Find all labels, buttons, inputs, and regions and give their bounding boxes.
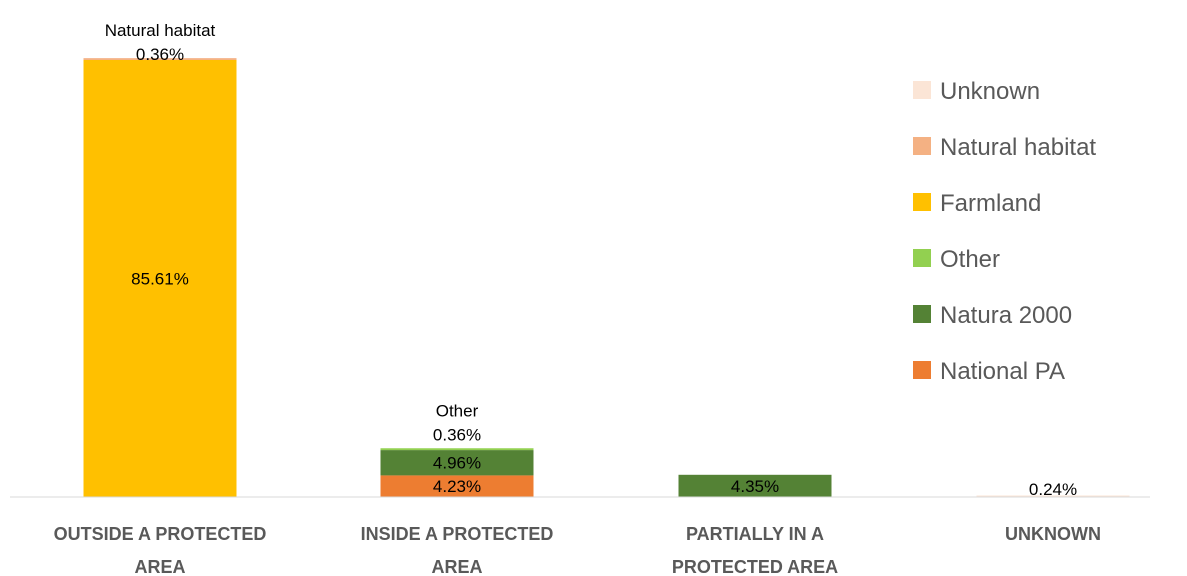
bar-national-pa-2 xyxy=(380,475,534,497)
data-label-natural-habitat-1-line1: Natural habitat xyxy=(105,21,216,40)
data-label-natura-2000-3: 4.35% xyxy=(731,477,779,496)
legend-label-natural-habitat: Natural habitat xyxy=(940,134,1096,161)
legend-swatch-farmland xyxy=(913,193,931,211)
data-label-other-2-line2: 0.36% xyxy=(433,425,481,444)
category-label-3-line1: PARTIALLY IN A xyxy=(686,524,824,544)
data-label-natural-habitat-1-line2: 0.36% xyxy=(136,45,184,64)
legend-swatch-natural-habitat xyxy=(913,137,931,155)
bar-unknown-4 xyxy=(976,495,1130,497)
data-label-natura-2000-2: 4.96% xyxy=(433,454,481,473)
data-labels-layer: 85.61% Natural habitat 0.36% 4.23% 4.96% Othe… xyxy=(105,21,1077,499)
legend-swatch-national-pa xyxy=(913,361,931,379)
data-label-national-pa-2: 4.23% xyxy=(433,477,481,496)
legend-label-natura-2000: Natura 2000 xyxy=(940,302,1072,329)
bar-natura-2000-3 xyxy=(678,474,832,497)
legend-label-other: Other xyxy=(940,246,1000,273)
category-label-2-line1: INSIDE A PROTECTED xyxy=(361,524,554,544)
category-label-4-line1: UNKNOWN xyxy=(1005,524,1101,544)
data-label-farmland-1: 85.61% xyxy=(131,269,189,288)
data-label-unknown-4: 0.24% xyxy=(1029,480,1077,499)
legend-label-national-pa: National PA xyxy=(940,358,1065,385)
bar-natura-2000-2 xyxy=(380,450,534,476)
category-label-1-line2: AREA xyxy=(134,557,185,576)
category-labels-layer: OUTSIDE A PROTECTED AREA INSIDE A PROTECTE… xyxy=(54,524,1101,576)
legend-label-unknown: Unknown xyxy=(940,78,1040,105)
legend-swatch-other xyxy=(913,249,931,267)
legend-label-farmland: Farmland xyxy=(940,190,1041,217)
data-label-other-2-line1: Other xyxy=(436,401,479,420)
category-label-3-line2: PROTECTED AREA xyxy=(672,557,838,576)
legend: Unknown Natural habitat Farmland Other Natur… xyxy=(913,78,1096,385)
bar-other-2 xyxy=(380,448,534,451)
category-label-1-line1: OUTSIDE A PROTECTED xyxy=(54,524,267,544)
category-label-2-line2: AREA xyxy=(431,557,482,576)
bar-natural-habitat-1 xyxy=(83,58,237,60)
bar-farmland-1 xyxy=(83,59,237,497)
legend-swatch-unknown xyxy=(913,81,931,99)
bars-layer xyxy=(83,58,1130,497)
legend-swatch-natura-2000 xyxy=(913,305,931,323)
